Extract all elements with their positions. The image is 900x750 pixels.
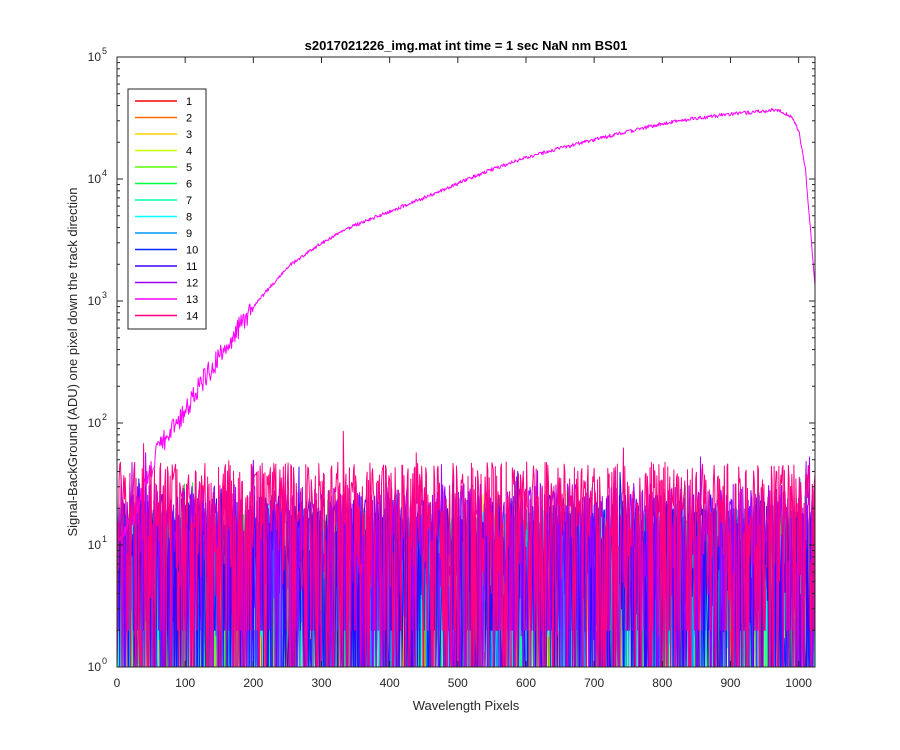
series-layer <box>116 108 816 668</box>
x-tick-label: 900 <box>720 676 740 690</box>
legend-label-7: 7 <box>186 195 192 207</box>
x-tick-label: 600 <box>516 676 536 690</box>
x-tick-label: 400 <box>380 676 400 690</box>
y-tick-label: 10 <box>88 660 102 674</box>
y-tick-label: 10 <box>88 50 102 64</box>
legend-label-5: 5 <box>186 162 192 174</box>
x-axis: 0 100 200 300 400 500 600 700 800 900 1000 <box>114 57 812 690</box>
x-tick-label: 700 <box>584 676 604 690</box>
x-tick-label: 0 <box>114 676 121 690</box>
plot-frame <box>116 56 816 668</box>
legend-label-12: 12 <box>186 278 198 290</box>
chart-title: s2017021226_img.mat int time = 1 sec NaN… <box>305 38 628 53</box>
y-tick-exponent: 4 <box>102 168 107 178</box>
y-tick-exponent: 1 <box>102 534 107 544</box>
legend-label-6: 6 <box>186 179 192 191</box>
legend-box <box>127 88 207 330</box>
legend-label-1: 1 <box>186 96 192 108</box>
legend-label-11: 11 <box>186 261 197 273</box>
y-tick-label: 10 <box>88 294 102 308</box>
y-tick-label: 10 <box>88 416 102 430</box>
y-tick-exponent: 2 <box>102 412 107 422</box>
x-tick-label: 100 <box>175 676 195 690</box>
y-tick-label: 10 <box>88 538 102 552</box>
y-axis-label: Signal-BackGround (ADU) one pixel down t… <box>65 187 80 536</box>
x-axis-label: Wavelength Pixels <box>413 698 520 713</box>
legend-label-4: 4 <box>186 146 192 158</box>
legend-label-10: 10 <box>186 245 198 257</box>
legend-label-8: 8 <box>186 212 192 224</box>
x-tick-label: 200 <box>243 676 263 690</box>
legend-label-3: 3 <box>186 129 192 141</box>
series-line-13 <box>116 108 816 551</box>
x-tick-label: 300 <box>311 676 331 690</box>
x-tick-label: 800 <box>652 676 672 690</box>
y-tick-exponent: 0 <box>102 656 107 666</box>
legend-label-14: 14 <box>186 311 198 323</box>
y-tick-exponent: 3 <box>102 290 107 300</box>
legend-label-9: 9 <box>186 228 192 240</box>
legend-label-13: 13 <box>186 294 198 306</box>
y-tick-exponent: 5 <box>102 46 107 56</box>
x-tick-label: 1000 <box>785 676 812 690</box>
y-tick-label: 10 <box>88 172 102 186</box>
x-tick-label: 500 <box>448 676 468 690</box>
series-line-14 <box>116 430 816 668</box>
legend-label-2: 2 <box>186 113 192 125</box>
